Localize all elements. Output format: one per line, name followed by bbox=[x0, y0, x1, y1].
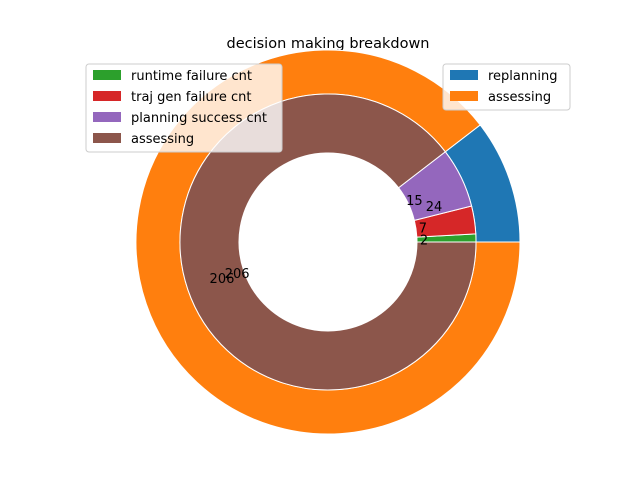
legend-label-runtime-failure: runtime failure cnt bbox=[131, 69, 252, 84]
inner-label-runtime-failure-cnt: 2 bbox=[420, 233, 428, 248]
legend-label-outer-assessing: assessing bbox=[488, 90, 551, 105]
inner-label-assessing: 206 bbox=[225, 267, 250, 282]
legend-swatch-planning-success bbox=[93, 112, 121, 122]
legend-swatch-inner-assessing bbox=[93, 133, 121, 143]
legend-label-planning-success: planning success cnt bbox=[131, 111, 267, 126]
legend-label-traj-gen-failure: traj gen failure cnt bbox=[131, 90, 251, 105]
legend-swatch-outer-assessing bbox=[450, 91, 478, 101]
slice-labels: 24 206 27 15 206 bbox=[210, 194, 443, 287]
inner-ring bbox=[179, 93, 477, 391]
chart-title: decision making breakdown bbox=[227, 36, 430, 52]
legend-label-replanning: replanning bbox=[488, 69, 557, 84]
legend-swatch-replanning bbox=[450, 70, 478, 80]
legend-right: replanning assessing bbox=[442, 63, 571, 111]
outer-label-replanning: 24 bbox=[426, 200, 443, 215]
legend-swatch-runtime-failure bbox=[93, 70, 121, 80]
legend-swatch-traj-gen-failure bbox=[93, 91, 121, 101]
outer-label-assessing: 206 bbox=[210, 272, 235, 287]
legend-left-frame bbox=[85, 63, 283, 153]
inner-label-planning-success-cnt: 15 bbox=[406, 194, 423, 209]
inner-label-traj-gen-failure-cnt: 7 bbox=[419, 222, 427, 237]
legend-left: runtime failure cnt traj gen failure cnt… bbox=[85, 63, 283, 153]
legend-label-inner-assessing: assessing bbox=[131, 132, 194, 147]
